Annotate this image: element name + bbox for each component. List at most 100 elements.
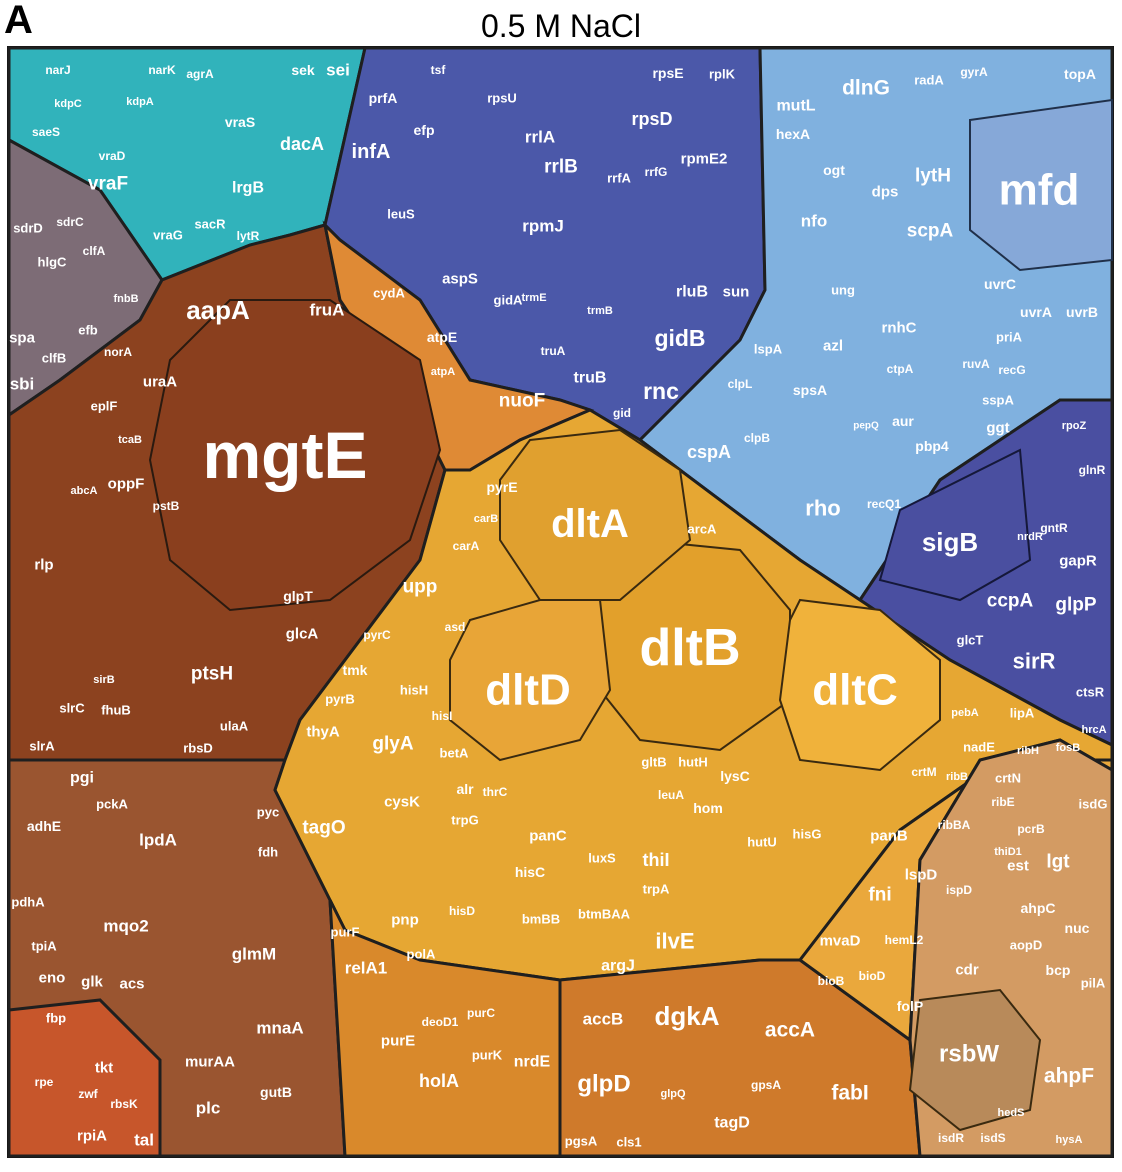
panel-letter: A xyxy=(4,0,33,42)
gene-label-dps: dps xyxy=(872,184,899,201)
gene-label-ccpA: ccpA xyxy=(987,591,1034,612)
gene-label-rluB: rluB xyxy=(676,284,708,301)
gene-label-hisD: hisD xyxy=(449,904,475,918)
gene-label-glnR: glnR xyxy=(1079,463,1106,477)
gene-label-relA1: relA1 xyxy=(345,959,388,978)
gene-label-pyrB: pyrB xyxy=(325,692,355,707)
gene-label-pyrE: pyrE xyxy=(486,479,517,495)
gene-label-atpE: atpE xyxy=(427,329,457,345)
gene-label-dgkA: dgkA xyxy=(655,1001,720,1031)
gene-label-trmE: trmE xyxy=(521,292,546,304)
gene-label-pstB: pstB xyxy=(153,499,180,513)
gene-label-trpG: trpG xyxy=(451,813,478,828)
gene-label-leuA: leuA xyxy=(658,788,684,802)
gene-label-prfA: prfA xyxy=(369,90,398,106)
gene-label-gyrA: gyrA xyxy=(960,65,988,79)
gene-label-gid: gid xyxy=(613,406,631,420)
gene-label-rrlB: rrlB xyxy=(544,157,578,178)
gene-label-rplK: rplK xyxy=(709,67,736,82)
gene-label-btmBAA: btmBAA xyxy=(578,907,631,922)
gene-label-mqo2: mqo2 xyxy=(103,917,148,936)
gene-label-sdrC: sdrC xyxy=(56,215,84,229)
gene-label-rsbW: rsbW xyxy=(939,1041,999,1068)
gene-label-kdpC: kdpC xyxy=(54,98,82,110)
gene-label-carA: carA xyxy=(453,539,480,553)
gene-label-rbsD: rbsD xyxy=(183,741,213,756)
map-title: 0.5 M NaCl xyxy=(480,8,642,44)
gene-label-plc: plc xyxy=(196,1099,221,1118)
gene-label-gntR: gntR xyxy=(1040,521,1068,535)
region-pentose xyxy=(7,998,162,1158)
gene-label-pdhA: pdhA xyxy=(11,895,45,910)
gene-label-fbp: fbp xyxy=(46,1011,66,1026)
gene-label-trpA: trpA xyxy=(643,882,670,897)
gene-label-aapA: aapA xyxy=(186,295,250,325)
gene-label-sspA: sspA xyxy=(982,393,1014,408)
gene-label-isdG: isdG xyxy=(1079,797,1108,812)
gene-label-azl: azl xyxy=(823,338,843,355)
gene-label-ahpC: ahpC xyxy=(1021,900,1056,916)
gene-label-fabI: fabI xyxy=(831,1082,868,1105)
gene-label-glk: glk xyxy=(81,974,103,991)
gene-label-rpoZ: rpoZ xyxy=(1062,420,1087,432)
gene-label-ulaA: ulaA xyxy=(220,719,249,734)
gene-label-asd: asd xyxy=(445,620,466,634)
gene-label-rnhC: rnhC xyxy=(882,320,917,337)
gene-label-hedS: hedS xyxy=(998,1107,1025,1119)
gene-label-tcaB: tcaB xyxy=(118,434,142,446)
gene-label-pckA: pckA xyxy=(96,797,128,812)
cell-rsbW xyxy=(908,988,1042,1132)
gene-label-fnbB: fnbB xyxy=(113,293,138,305)
gene-label-cls1: cls1 xyxy=(616,1135,641,1150)
gene-label-murAA: murAA xyxy=(185,1054,235,1071)
gene-label-nrdE: nrdE xyxy=(514,1054,551,1071)
gene-label-alr: alr xyxy=(456,781,474,797)
gene-label-pepQ: pepQ xyxy=(853,421,879,432)
gene-label-ispD: ispD xyxy=(946,883,972,897)
gene-label-est: est xyxy=(1007,858,1029,875)
gene-label-vraF: vraF xyxy=(88,174,128,195)
gene-label-ribE: ribE xyxy=(991,795,1014,809)
cell-dltA xyxy=(499,428,692,601)
gene-label-sek: sek xyxy=(291,62,315,78)
gene-label-saeS: saeS xyxy=(32,125,60,139)
gene-label-ruvA: ruvA xyxy=(962,357,990,371)
gene-label-radA: radA xyxy=(914,73,944,88)
gene-label-panC: panC xyxy=(529,828,567,845)
gene-label-pyc: pyc xyxy=(257,805,279,820)
gene-label-rpiA: rpiA xyxy=(77,1128,107,1145)
cell-dltD xyxy=(449,599,612,762)
gene-label-narJ: narJ xyxy=(45,63,70,77)
gene-label-crtN: crtN xyxy=(995,771,1021,786)
gene-label-spa: spa xyxy=(9,330,36,347)
gene-label-tagO: tagO xyxy=(302,818,345,839)
gene-label-fni: fni xyxy=(868,885,891,906)
gene-label-tmk: tmk xyxy=(343,662,368,678)
gene-label-tkt: tkt xyxy=(95,1060,113,1077)
cell-sigB xyxy=(878,448,1032,602)
gene-label-nuc: nuc xyxy=(1065,920,1090,936)
gene-label-accB: accB xyxy=(583,1010,624,1029)
gene-label-bioD: bioD xyxy=(859,969,886,983)
gene-label-arcA: arcA xyxy=(688,522,718,537)
gene-label-zwf: zwf xyxy=(78,1087,98,1101)
gene-label-ctpA: ctpA xyxy=(887,362,914,376)
gene-label-eno: eno xyxy=(39,970,66,987)
gene-label-dltA: dltA xyxy=(551,502,629,546)
gene-label-rlp: rlp xyxy=(34,557,53,574)
gene-label-adhE: adhE xyxy=(27,818,61,834)
gene-label-narK: narK xyxy=(148,63,176,77)
gene-label-sigB: sigB xyxy=(922,527,978,557)
gene-label-folP: folP xyxy=(897,998,923,1014)
gene-label-lspD: lspD xyxy=(905,867,938,884)
gene-label-hutU: hutU xyxy=(747,835,777,850)
gene-label-leuS: leuS xyxy=(387,207,415,222)
gene-label-spsA: spsA xyxy=(793,382,827,398)
gene-label-sacR: sacR xyxy=(194,217,226,232)
gene-label-pnp: pnp xyxy=(391,912,419,929)
gene-label-aspS: aspS xyxy=(442,271,478,288)
gene-label-glpD: glpD xyxy=(577,1071,630,1098)
gene-label-betA: betA xyxy=(440,746,470,761)
gene-label-hrcA: hrcA xyxy=(1081,724,1106,736)
gene-label-accA: accA xyxy=(765,1019,815,1042)
